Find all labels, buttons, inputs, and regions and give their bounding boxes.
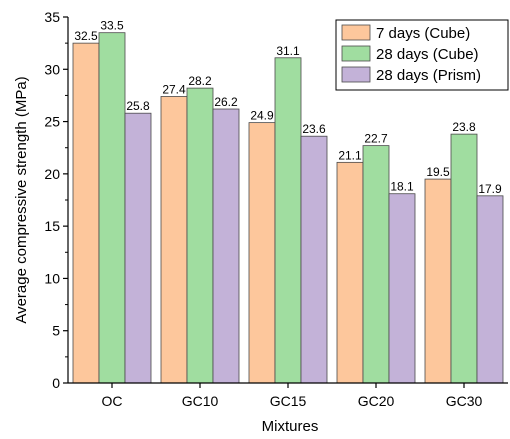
- legend-swatch-28-days-prism: [341, 66, 371, 83]
- x-tick-label: OC: [102, 393, 123, 409]
- bar-gc20-28-days-cube: [362, 145, 390, 384]
- bar-gc10-28-days-cube: [186, 87, 214, 384]
- data-label: 31.1: [276, 44, 300, 58]
- x-tick-label: GC15: [270, 393, 307, 409]
- legend-swatch-28-days-cube: [341, 45, 371, 62]
- y-tick-label: 5: [52, 323, 60, 339]
- data-label: 27.4: [162, 82, 186, 96]
- y-tick-label: 0: [52, 375, 60, 391]
- bar-gc15-28-days-cube: [274, 57, 302, 384]
- data-label: 22.7: [364, 132, 388, 146]
- bar-gc10-28-days-prism: [212, 108, 240, 384]
- y-tick-label: 25: [44, 114, 60, 130]
- bar-oc-7-days-cube: [72, 42, 100, 384]
- bar-gc10-7-days-cube: [160, 96, 188, 384]
- bar-gc20-28-days-prism: [388, 193, 416, 384]
- legend-label: 28 days (Prism): [376, 67, 481, 84]
- bar-gc30-28-days-cube: [450, 133, 478, 384]
- bar-gc15-28-days-prism: [300, 135, 328, 384]
- legend-label: 28 days (Cube): [376, 46, 479, 63]
- data-label: 25.8: [126, 99, 150, 113]
- data-label: 32.5: [74, 29, 98, 43]
- y-tick-label: 15: [44, 218, 60, 234]
- bar-gc20-7-days-cube: [336, 161, 364, 384]
- legend: 7 days (Cube) 28 days (Cube) 28 days (Pris…: [335, 19, 509, 91]
- x-tick-label: GC20: [358, 393, 395, 409]
- x-tick-label: GC30: [446, 393, 483, 409]
- y-tick-label: 35: [44, 9, 60, 25]
- data-label: 33.5: [100, 19, 124, 33]
- data-label: 18.1: [390, 180, 414, 194]
- data-label: 23.8: [452, 120, 476, 134]
- y-tick-label: 30: [44, 61, 60, 77]
- data-labels-group: 32.533.5 25.8 27.428.226.2 24.9 31.1 23.6 21.1…: [74, 19, 502, 196]
- bar-oc-28-days-prism: [124, 112, 152, 384]
- data-label: 26.2: [214, 95, 238, 109]
- data-label: 21.1: [338, 148, 362, 162]
- y-tick-label: 20: [44, 166, 60, 182]
- y-tick-label: 10: [44, 270, 60, 286]
- data-label: 19.5: [426, 165, 450, 179]
- data-label: 17.9: [478, 182, 502, 196]
- legend-swatch-7-days-cube: [341, 24, 371, 41]
- bar-gc15-7-days-cube: [248, 122, 276, 384]
- y-ticks-group: 0 5 10 15 20 25 30 35: [44, 9, 68, 391]
- x-axis-title: Mixtures: [262, 418, 319, 435]
- legend-label: 7 days (Cube): [376, 25, 470, 42]
- bar-gc30-7-days-cube: [424, 178, 452, 384]
- data-label: 24.9: [250, 109, 274, 123]
- data-label: 23.6: [302, 122, 326, 136]
- y-axis-title: Average compressive strength (MPa): [13, 76, 30, 323]
- bars-group: [72, 32, 504, 384]
- x-ticks-group: OC GC10 GC15 GC20 GC30: [102, 383, 483, 409]
- bar-oc-28-days-cube: [98, 32, 126, 384]
- x-tick-label: GC10: [182, 393, 219, 409]
- bar-gc30-28-days-prism: [476, 195, 504, 384]
- data-label: 28.2: [188, 74, 212, 88]
